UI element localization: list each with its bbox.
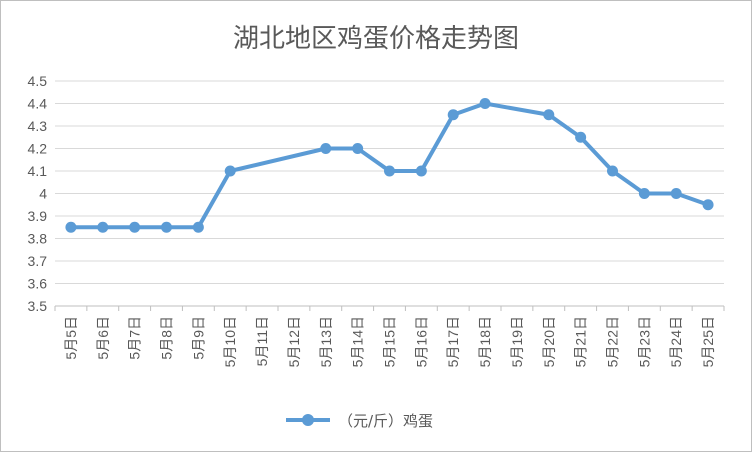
x-tick-label: 5月18日 xyxy=(477,316,493,367)
x-tick-label: 5月16日 xyxy=(413,316,429,367)
data-point xyxy=(415,165,427,177)
data-point xyxy=(320,143,332,154)
grid-lines xyxy=(55,80,724,307)
x-tick-label: 5月24日 xyxy=(668,316,684,367)
x-tick-label: 5月13日 xyxy=(318,316,334,367)
y-tick-label: 4.4 xyxy=(28,96,48,112)
y-tick-label: 3.5 xyxy=(28,298,48,314)
x-tick-label: 5月19日 xyxy=(509,316,525,367)
data-point xyxy=(543,109,555,121)
axes xyxy=(54,305,725,311)
x-tick-label: 5月8日 xyxy=(159,316,175,360)
data-point xyxy=(479,98,491,109)
y-tick-labels: 3.5 3.6 3.7 3.8 3.9 4 4.1 4.2 4.3 4.4 4.5 xyxy=(28,73,48,314)
data-point xyxy=(352,143,364,154)
x-tick-label: 5月9日 xyxy=(190,316,206,360)
x-tick-label: 5月7日 xyxy=(127,316,143,360)
data-point xyxy=(97,221,109,233)
y-tick-label: 3.6 xyxy=(28,276,48,292)
x-tick-label: 5月21日 xyxy=(573,316,589,367)
x-tick-label: 5月12日 xyxy=(286,316,302,367)
data-point xyxy=(607,165,618,177)
data-point xyxy=(129,221,141,233)
y-tick-label: 4.2 xyxy=(28,141,48,157)
legend-point-marker xyxy=(302,414,314,426)
data-point xyxy=(702,199,714,211)
x-tick-label: 5月25日 xyxy=(700,316,716,367)
data-point xyxy=(670,188,682,199)
x-tick-label: 5月23日 xyxy=(636,316,652,367)
data-point xyxy=(161,221,172,233)
series-line xyxy=(70,101,709,230)
chart-title: 湖北地区鸡蛋价格走势图 xyxy=(232,24,519,54)
y-tick-label: 4.1 xyxy=(28,163,48,179)
x-tick-label: 5月17日 xyxy=(445,316,461,367)
y-tick-label: 4 xyxy=(39,186,47,202)
x-tick-label: 5月11日 xyxy=(254,316,270,366)
x-tick-labels: 5月5日 5月6日 5月7日 5月8日 5月9日 5月10日 5月11日 5月12日 5月13日… xyxy=(63,316,716,367)
y-tick-label: 3.9 xyxy=(28,208,48,224)
x-tick-label: 5月5日 xyxy=(63,316,79,360)
series-layer xyxy=(65,98,714,233)
x-tick-label: 5月14日 xyxy=(350,316,366,367)
y-tick-label: 4.5 xyxy=(28,73,48,89)
y-tick-label: 3.7 xyxy=(28,253,48,269)
x-tick-label: 5月20日 xyxy=(541,316,557,367)
x-tick-label: 5月10日 xyxy=(222,316,238,367)
data-point xyxy=(384,165,395,177)
x-tick-label: 5月15日 xyxy=(382,316,398,367)
data-point xyxy=(447,109,459,121)
data-point xyxy=(65,221,77,233)
y-tick-label: 3.8 xyxy=(28,231,48,247)
y-tick-label: 4.3 xyxy=(28,118,48,134)
x-tick-label: 5月6日 xyxy=(95,316,111,360)
legend-label: （元/斤）鸡蛋 xyxy=(338,412,433,430)
data-point xyxy=(192,221,204,233)
data-point xyxy=(575,131,587,143)
legend: （元/斤）鸡蛋 xyxy=(286,412,433,430)
x-tick-label: 5月22日 xyxy=(605,316,621,367)
data-point xyxy=(224,165,236,177)
data-point xyxy=(638,188,650,199)
